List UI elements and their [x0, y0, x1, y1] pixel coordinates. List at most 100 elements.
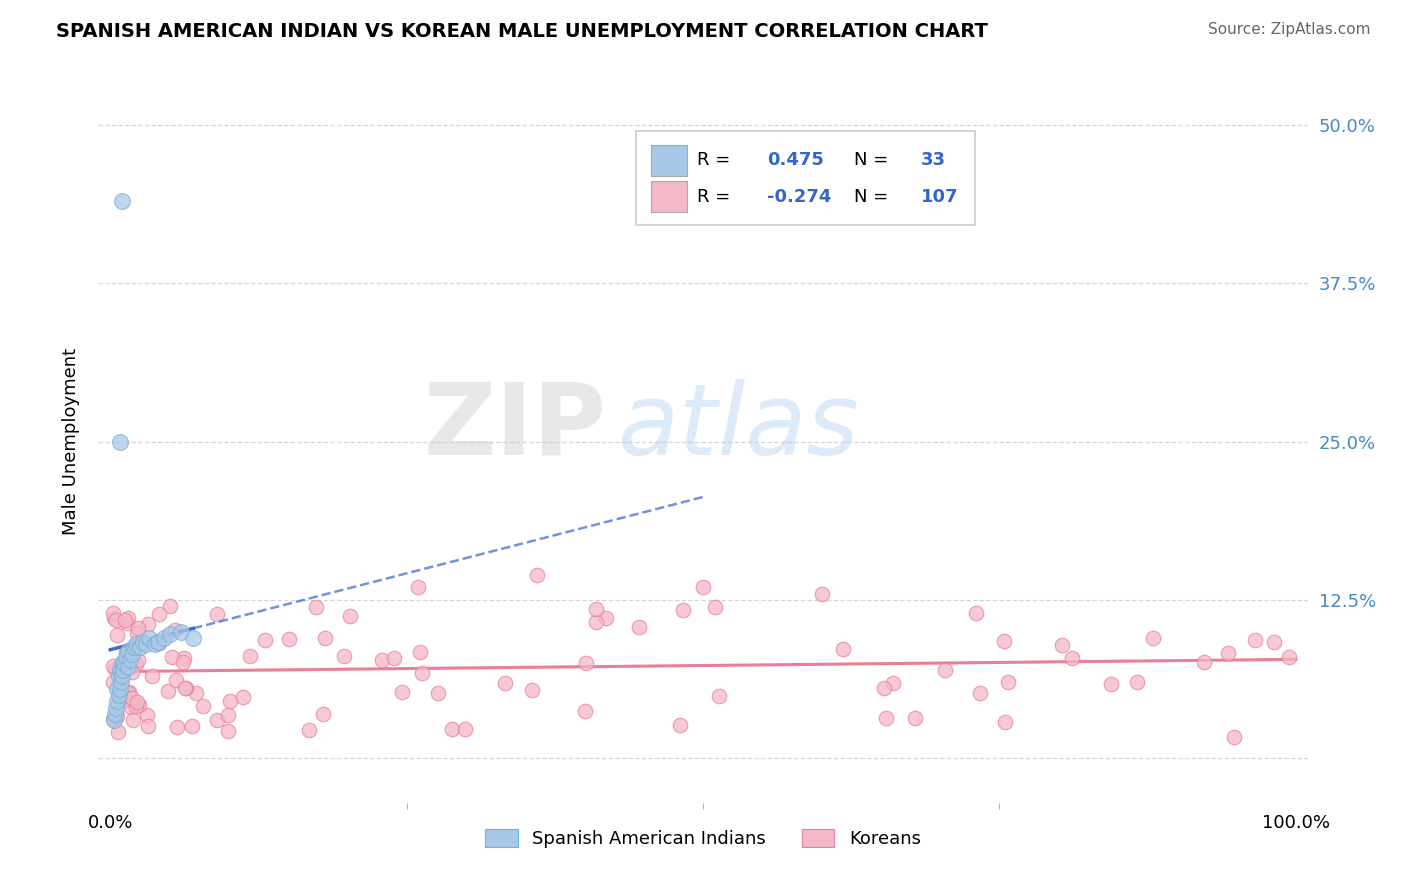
Point — [454, 723, 477, 737]
Text: SPANISH AMERICAN INDIAN VS KOREAN MALE UNEMPLOYMENT CORRELATION CHART: SPANISH AMERICAN INDIAN VS KOREAN MALE U… — [56, 22, 988, 41]
Point — [112, 663, 135, 677]
Point — [173, 651, 195, 665]
Point — [371, 653, 394, 667]
Point — [101, 659, 124, 673]
Point — [117, 686, 139, 700]
Point — [108, 690, 131, 705]
Point — [108, 661, 131, 675]
Point — [143, 637, 166, 651]
Text: Source: ZipAtlas.com: Source: ZipAtlas.com — [1208, 22, 1371, 37]
Point — [148, 636, 170, 650]
Point — [672, 603, 695, 617]
Point — [162, 649, 184, 664]
Point — [138, 631, 160, 645]
Text: 33: 33 — [921, 151, 946, 169]
Point — [110, 675, 132, 690]
Point — [391, 685, 413, 699]
Point — [127, 695, 149, 709]
Point — [132, 635, 155, 649]
Point — [124, 640, 146, 654]
Point — [136, 707, 159, 722]
Point — [101, 674, 124, 689]
Point — [127, 622, 149, 636]
Point — [107, 724, 129, 739]
Point — [114, 657, 136, 671]
Text: 107: 107 — [921, 188, 957, 206]
Point — [186, 685, 208, 699]
Point — [111, 194, 134, 208]
Point — [112, 693, 135, 707]
Point — [382, 651, 405, 665]
Point — [105, 694, 128, 708]
Point — [520, 683, 543, 698]
Point — [305, 599, 328, 614]
Point — [107, 669, 129, 683]
Text: 0.475: 0.475 — [768, 151, 824, 169]
Point — [408, 580, 430, 594]
Text: R =: R = — [697, 151, 735, 169]
Point — [704, 599, 727, 614]
Point — [115, 645, 138, 659]
Point — [122, 640, 145, 654]
Point — [205, 607, 228, 621]
Point — [166, 720, 188, 734]
Point — [122, 714, 145, 728]
Point — [117, 660, 139, 674]
Point — [152, 631, 174, 645]
Point — [165, 623, 187, 637]
Point — [278, 632, 301, 646]
Point — [314, 631, 336, 645]
Point — [426, 686, 449, 700]
Point — [120, 652, 142, 666]
Point — [1099, 677, 1122, 691]
Point — [1142, 631, 1164, 645]
Bar — [651, 181, 688, 211]
Point — [135, 637, 157, 651]
Point — [111, 669, 134, 683]
Point — [217, 708, 239, 723]
Point — [875, 711, 897, 725]
Point — [174, 681, 197, 695]
Point — [298, 723, 321, 738]
Point — [595, 610, 617, 624]
Point — [111, 657, 134, 671]
Point — [105, 709, 128, 723]
Point — [411, 666, 433, 681]
Point — [217, 724, 239, 739]
Point — [118, 684, 141, 698]
Point — [141, 668, 163, 682]
Point — [574, 704, 596, 718]
Point — [108, 681, 131, 696]
Point — [115, 690, 138, 705]
Point — [117, 643, 139, 657]
Point — [627, 620, 650, 634]
Point — [218, 694, 240, 708]
Point — [312, 707, 335, 722]
Point — [239, 648, 262, 663]
Point — [136, 718, 159, 732]
Point — [669, 718, 692, 732]
Text: ZIP: ZIP — [423, 378, 606, 475]
Point — [170, 624, 193, 639]
Point — [127, 653, 149, 667]
Point — [108, 434, 131, 449]
Point — [333, 649, 356, 664]
Point — [585, 602, 607, 616]
Text: -0.274: -0.274 — [768, 188, 831, 206]
Bar — [651, 145, 688, 176]
Point — [103, 606, 125, 620]
Point — [934, 663, 956, 677]
Point — [157, 684, 180, 698]
Point — [121, 665, 143, 679]
Point — [159, 599, 181, 614]
Point — [115, 616, 138, 631]
Point — [125, 637, 148, 651]
Point — [148, 607, 170, 621]
Point — [965, 606, 987, 620]
Bar — [637, 131, 976, 225]
Point — [159, 627, 181, 641]
Point — [101, 712, 124, 726]
Y-axis label: Male Unemployment: Male Unemployment — [62, 348, 80, 535]
Point — [105, 681, 128, 696]
Point — [526, 567, 548, 582]
